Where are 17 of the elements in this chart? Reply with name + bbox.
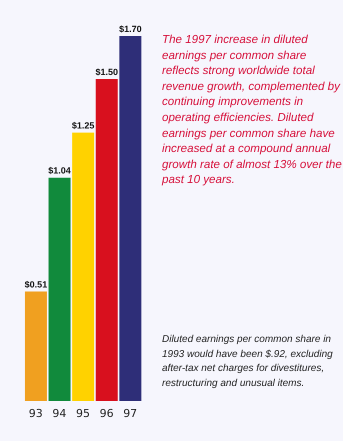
text: Diluted earnings per common share in 1993 would have been $.92, excluding after-tax net charges for divestitures, restructuring and unusual items. xyxy=(162,333,334,390)
text: The 1997 increase in diluted earnings per common share reflects strong worldwide total revenue growth, complemented by continuing improvements in operating efficiencies. Diluted earnings per common share have increased at a compound annual growth rate of almost 13% over the past 10 years. xyxy=(162,33,342,186)
x-tick-label: 93 xyxy=(28,406,43,420)
bar xyxy=(72,132,94,401)
bar xyxy=(48,178,71,401)
bar xyxy=(24,292,47,401)
data-label: $1.04 xyxy=(48,166,71,176)
data-label: $1.50 xyxy=(95,66,118,77)
data-label: $0.51 xyxy=(24,280,48,290)
x-tick-label: 94 xyxy=(52,406,66,420)
bar xyxy=(119,36,142,401)
data-label: $1.25 xyxy=(72,120,94,131)
x-tick-label: 96 xyxy=(100,406,114,420)
bar xyxy=(96,78,118,401)
x-tick-label: 95 xyxy=(76,406,90,420)
data-label: $1.70 xyxy=(119,24,142,34)
x-tick-label: 97 xyxy=(123,406,138,420)
